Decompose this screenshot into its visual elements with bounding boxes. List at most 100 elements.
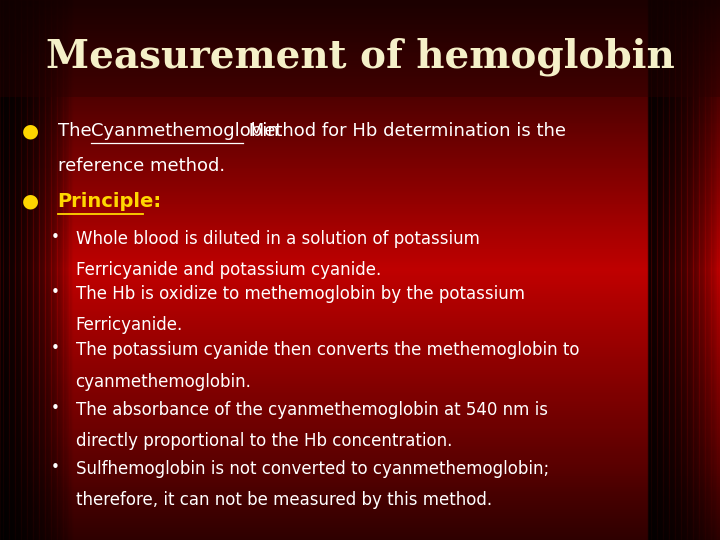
Bar xyxy=(0,55,720,58)
Bar xyxy=(0,25,720,27)
Bar xyxy=(0,414,720,416)
Bar xyxy=(0,309,720,312)
Bar xyxy=(0,522,720,524)
Text: ●: ● xyxy=(22,192,39,211)
Bar xyxy=(0,458,720,461)
Bar xyxy=(0,314,720,317)
Bar xyxy=(0,406,720,409)
Bar xyxy=(58,0,59,540)
Bar xyxy=(0,489,720,491)
Bar xyxy=(32,0,34,540)
Bar xyxy=(0,349,720,351)
Bar xyxy=(707,0,708,540)
Bar xyxy=(61,0,63,540)
Bar xyxy=(0,395,720,398)
Bar xyxy=(0,46,720,49)
Bar xyxy=(0,253,720,255)
Bar xyxy=(0,511,720,513)
Text: •: • xyxy=(50,285,59,300)
Bar xyxy=(0,95,720,97)
Bar xyxy=(0,120,720,123)
Bar xyxy=(54,0,55,540)
Bar xyxy=(0,512,720,515)
Text: •: • xyxy=(50,401,59,416)
Bar xyxy=(16,0,17,540)
Bar xyxy=(0,129,720,131)
Bar xyxy=(40,0,41,540)
Bar xyxy=(0,64,720,66)
Text: The: The xyxy=(58,122,97,139)
Bar xyxy=(0,68,720,70)
Bar xyxy=(0,276,720,279)
Bar xyxy=(0,161,720,164)
Bar xyxy=(0,79,720,81)
Bar xyxy=(0,404,720,407)
Text: •: • xyxy=(50,230,59,245)
Text: Principle:: Principle: xyxy=(58,192,162,211)
Bar xyxy=(711,0,713,540)
Bar xyxy=(13,0,14,540)
Bar xyxy=(0,492,720,495)
Bar xyxy=(0,430,720,432)
Bar xyxy=(690,0,691,540)
Bar xyxy=(661,0,662,540)
Bar xyxy=(718,0,719,540)
Bar xyxy=(0,327,720,329)
Bar xyxy=(0,485,720,488)
Bar xyxy=(23,0,24,540)
Text: •: • xyxy=(50,341,59,356)
Bar xyxy=(682,0,683,540)
Bar xyxy=(0,392,720,394)
Text: cyanmethemoglobin.: cyanmethemoglobin. xyxy=(76,373,251,390)
Text: Measurement of hemoglobin: Measurement of hemoglobin xyxy=(45,37,675,76)
Bar xyxy=(0,1,720,4)
Bar xyxy=(0,538,720,540)
Bar xyxy=(0,219,720,221)
Bar xyxy=(53,0,54,540)
Bar xyxy=(660,0,661,540)
Bar xyxy=(715,0,716,540)
Bar xyxy=(0,388,720,390)
Bar xyxy=(0,502,720,504)
Bar xyxy=(649,0,650,540)
Bar xyxy=(0,284,720,286)
Bar xyxy=(48,0,49,540)
Bar xyxy=(0,10,720,12)
Bar xyxy=(0,536,720,538)
Bar xyxy=(655,0,657,540)
Text: The Hb is oxidize to methemoglobin by the potassium: The Hb is oxidize to methemoglobin by th… xyxy=(76,285,525,303)
Bar xyxy=(0,80,720,83)
Text: The absorbance of the cyanmethemoglobin at 540 nm is: The absorbance of the cyanmethemoglobin … xyxy=(76,401,548,418)
Bar xyxy=(0,441,720,443)
Bar xyxy=(0,296,720,299)
Bar xyxy=(0,114,720,117)
Bar xyxy=(0,449,720,452)
Bar xyxy=(0,14,720,16)
Bar xyxy=(0,104,720,106)
Bar xyxy=(0,12,720,15)
Bar xyxy=(688,0,689,540)
Bar xyxy=(0,190,720,193)
Text: ●: ● xyxy=(22,122,39,140)
Bar xyxy=(689,0,690,540)
Bar xyxy=(0,426,720,428)
Bar xyxy=(0,53,720,56)
Bar xyxy=(0,262,720,265)
Bar xyxy=(41,0,42,540)
Bar xyxy=(0,330,720,333)
Bar xyxy=(0,291,720,293)
Bar xyxy=(0,468,720,470)
Bar xyxy=(0,273,720,275)
Bar xyxy=(0,152,720,155)
Bar xyxy=(0,147,720,150)
Bar xyxy=(25,0,27,540)
Bar xyxy=(0,185,720,187)
Bar xyxy=(0,3,720,5)
Bar xyxy=(18,0,19,540)
FancyBboxPatch shape xyxy=(0,0,720,97)
Bar xyxy=(0,217,720,220)
Bar xyxy=(49,0,50,540)
Bar xyxy=(0,136,720,139)
Bar xyxy=(0,415,720,417)
Bar xyxy=(0,360,720,362)
